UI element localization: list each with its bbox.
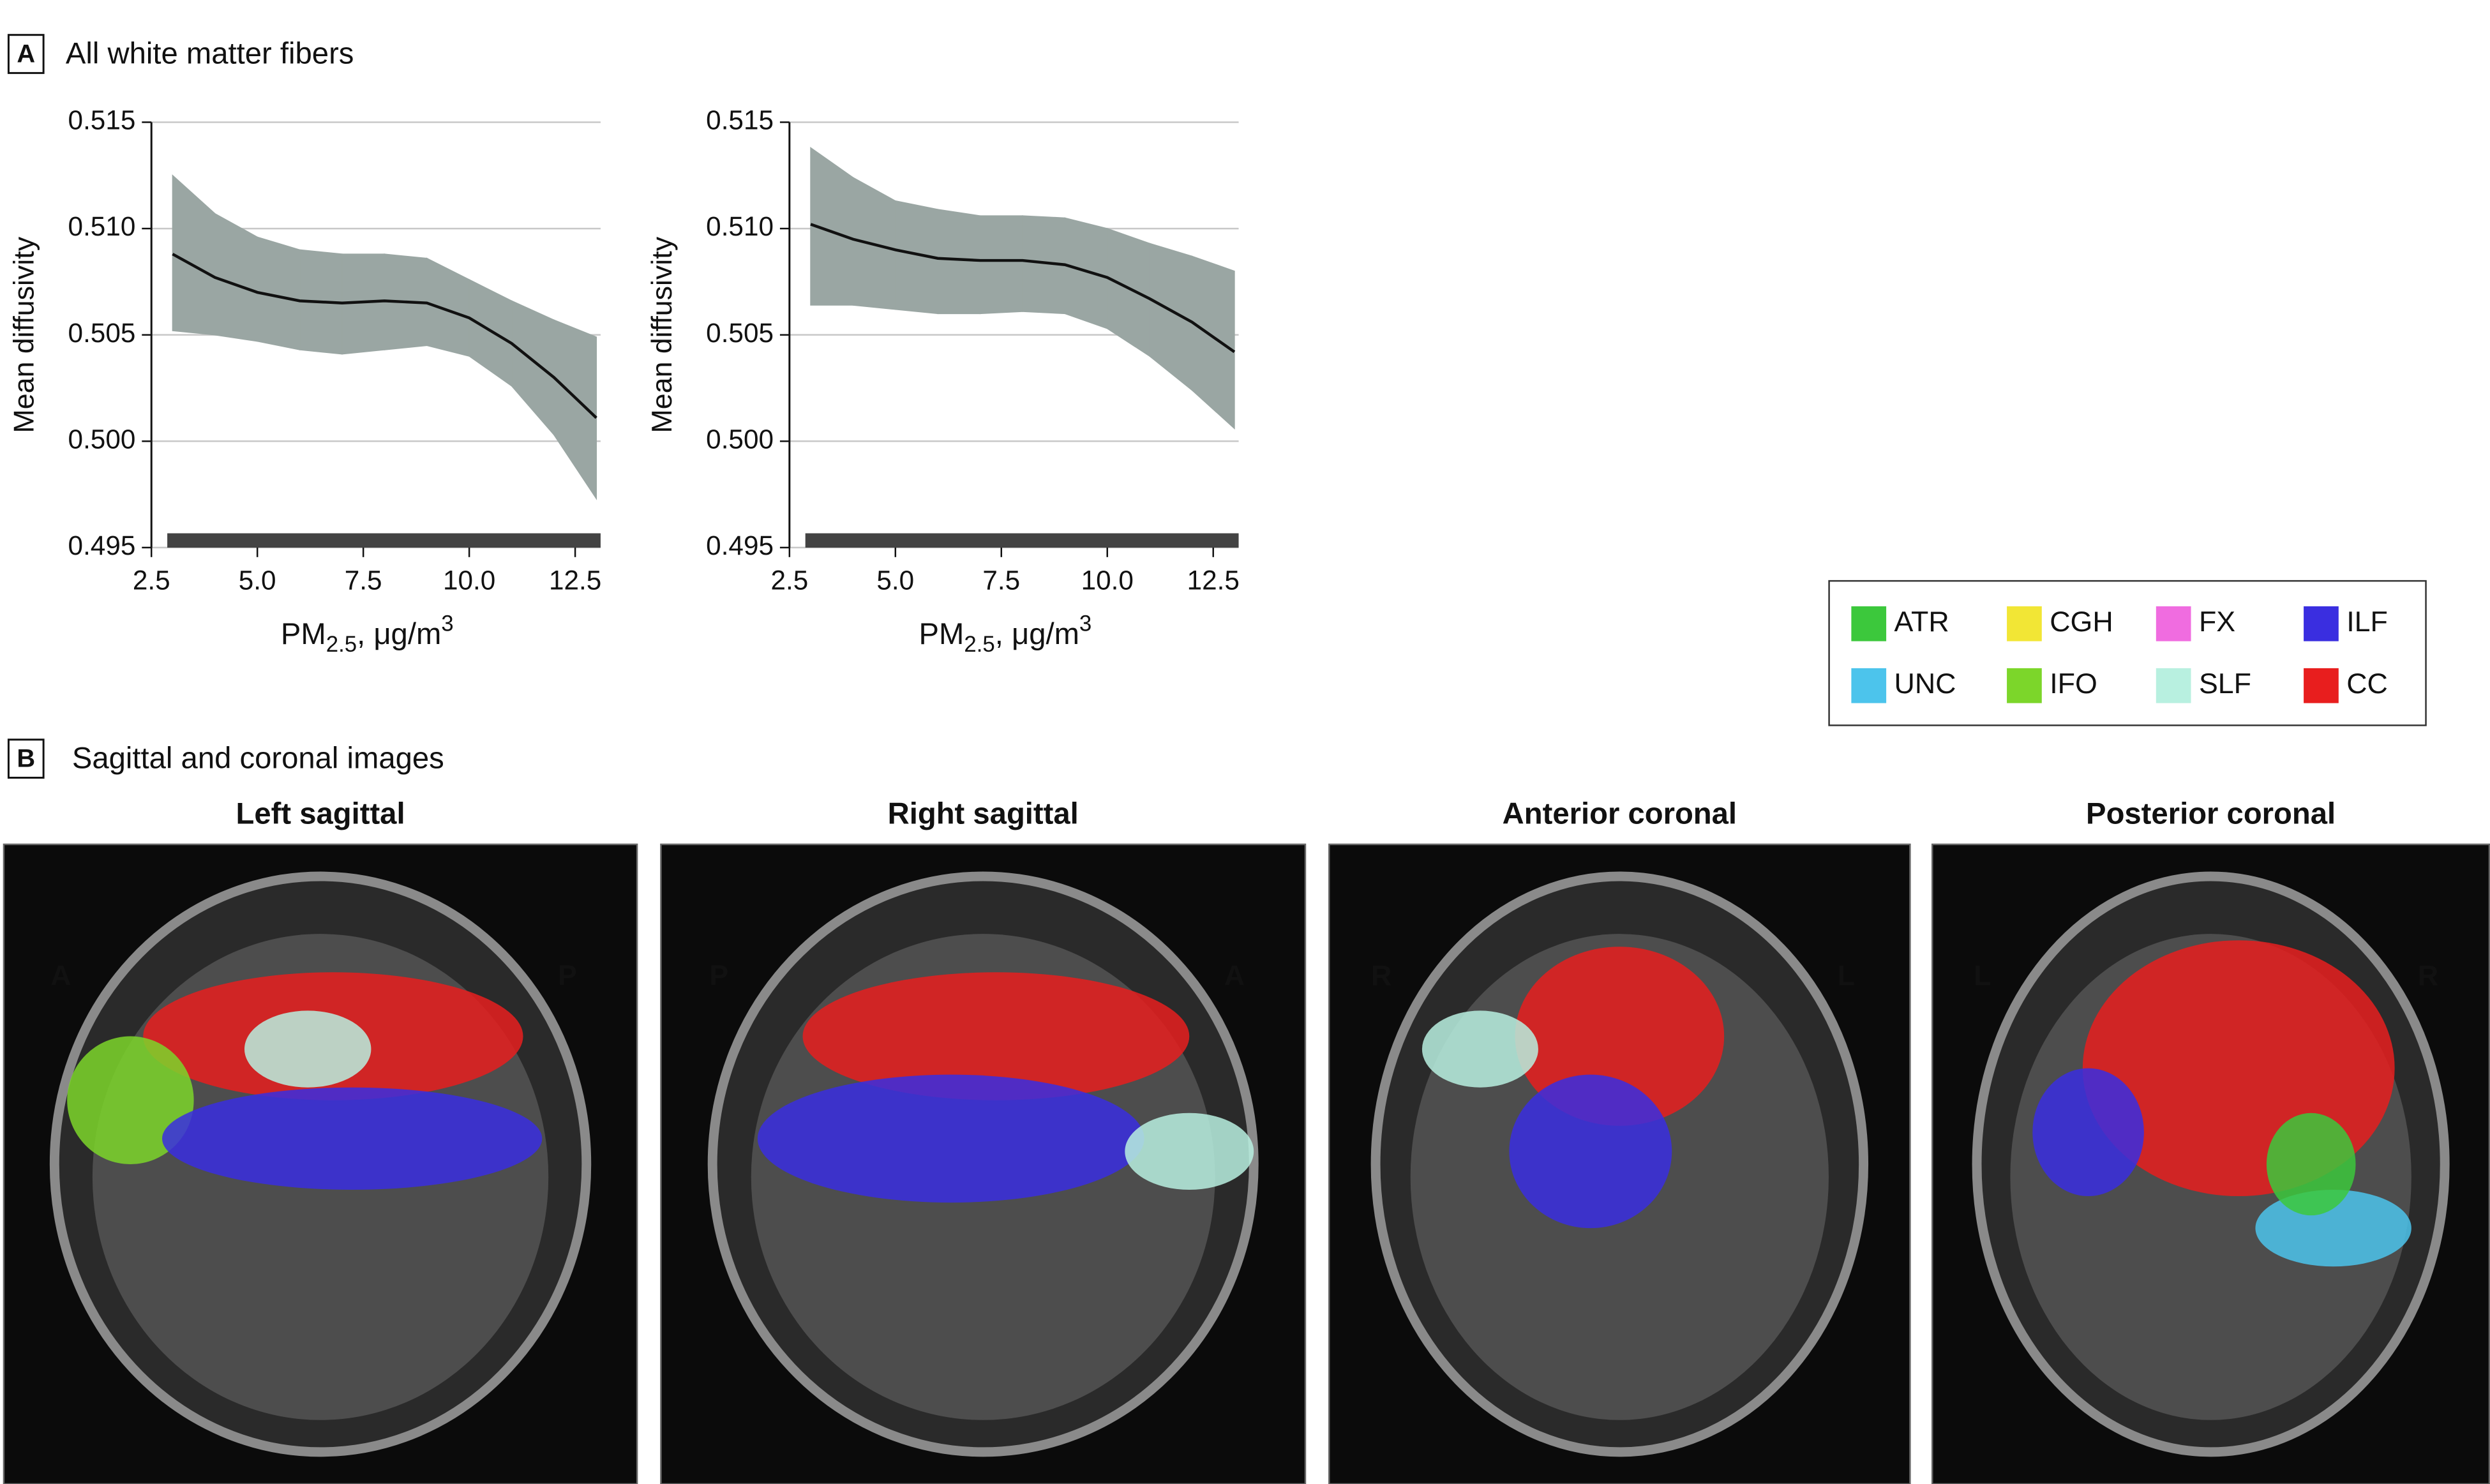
confidence-band xyxy=(1149,243,1193,391)
legend-swatch xyxy=(1851,606,1887,641)
fiber-tract xyxy=(244,1010,371,1088)
confidence-band xyxy=(469,278,513,387)
y-tick-label: 0.500 xyxy=(706,424,774,454)
orientation-label: A xyxy=(50,960,71,992)
panel-title: All white matter fibers xyxy=(66,37,354,71)
y-tick-label: 0.505 xyxy=(68,318,136,348)
x-tick-label: 5.0 xyxy=(876,566,914,596)
legend-box xyxy=(1828,580,2427,726)
legend-swatch xyxy=(2007,668,2042,703)
legend-label: IFO xyxy=(2050,668,2097,700)
x-tick-label: 7.5 xyxy=(982,566,1020,596)
panel-label-box xyxy=(7,738,45,779)
orientation-label: R xyxy=(1371,960,1391,992)
y-tick-label: 0.505 xyxy=(706,318,774,348)
orientation-label: P xyxy=(558,960,577,992)
legend-swatch xyxy=(2156,668,2191,703)
legend-label: SLF xyxy=(2199,668,2251,700)
x-tick-label: 2.5 xyxy=(133,566,170,596)
x-tick-label: 10.0 xyxy=(443,566,495,596)
confidence-band xyxy=(172,174,216,336)
orientation-label: L xyxy=(1974,960,1991,992)
image-title: Right sagittal xyxy=(888,797,1079,831)
orientation-label: R xyxy=(2418,960,2438,992)
fiber-tract xyxy=(1509,1074,1672,1229)
panel-title: Sagittal and coronal images xyxy=(72,742,444,776)
y-tick-label: 0.515 xyxy=(706,105,774,135)
y-axis-label: Mean diffusivity xyxy=(646,236,678,433)
rug xyxy=(167,533,601,548)
x-axis-label: PM2.5, μg/m3 xyxy=(919,611,1091,657)
legend-label: CGH xyxy=(2050,606,2113,638)
legend-swatch xyxy=(2304,668,2339,703)
x-tick-label: 12.5 xyxy=(549,566,601,596)
image-title: Anterior coronal xyxy=(1503,797,1737,831)
x-label-sup: 3 xyxy=(1079,611,1091,636)
mean-line xyxy=(810,223,1236,354)
image-title: Left sagittal xyxy=(236,797,405,831)
y-tick-label: 0.510 xyxy=(706,211,774,241)
legend-swatch xyxy=(1851,668,1887,703)
confidence-band xyxy=(553,319,597,500)
x-tick-label: 7.5 xyxy=(345,566,382,596)
rug xyxy=(805,533,1239,548)
fiber-tract xyxy=(1421,1010,1538,1088)
x-axis-label: PM2.5, μg/m3 xyxy=(281,611,454,657)
legend-swatch xyxy=(2304,606,2339,641)
y-tick-label: 0.500 xyxy=(68,424,136,454)
x-label-sup: 3 xyxy=(441,611,453,636)
fiber-tract xyxy=(1125,1113,1254,1190)
image-title: Posterior coronal xyxy=(2086,797,2336,831)
panel-label-box xyxy=(7,34,45,74)
mean-line xyxy=(172,253,597,419)
x-label-base: PM xyxy=(919,618,964,652)
x-label-sub: 2.5 xyxy=(964,632,994,657)
x-tick-label: 2.5 xyxy=(770,566,808,596)
legend-swatch xyxy=(2156,606,2191,641)
x-tick-label: 5.0 xyxy=(239,566,276,596)
y-tick-label: 0.495 xyxy=(68,530,136,560)
confidence-band xyxy=(1191,255,1235,430)
x-label-after: , μg/m xyxy=(357,618,441,652)
fiber-tract xyxy=(757,1074,1144,1203)
confidence-band xyxy=(426,257,470,357)
legend-label: ILF xyxy=(2346,606,2388,638)
fiber-tract xyxy=(161,1087,543,1190)
fiber-tract xyxy=(2266,1113,2356,1216)
legend-label: ATR xyxy=(1894,606,1949,638)
x-tick-label: 12.5 xyxy=(1187,566,1240,596)
legend-label: FX xyxy=(2199,606,2235,638)
confidence-band xyxy=(511,300,555,437)
fiber-tract xyxy=(67,1036,194,1164)
x-label-sub: 2.5 xyxy=(326,632,357,657)
confidence-band xyxy=(214,213,258,342)
y-tick-label: 0.495 xyxy=(706,530,774,560)
legend-swatch xyxy=(2007,606,2042,641)
confidence-band xyxy=(1107,228,1150,357)
y-axis-label: Mean diffusivity xyxy=(8,236,40,433)
panel-label: A xyxy=(17,40,35,68)
confidence-band xyxy=(979,215,1023,315)
x-label-after: , μg/m xyxy=(995,618,1079,652)
orientation-label: P xyxy=(709,960,728,992)
fiber-tract xyxy=(2032,1068,2144,1197)
legend-label: UNC xyxy=(1894,668,1956,700)
fiber-tract xyxy=(802,972,1190,1100)
orientation-label: L xyxy=(1838,960,1855,992)
y-tick-label: 0.515 xyxy=(68,105,136,135)
confidence-band xyxy=(1064,217,1108,329)
legend-label: CC xyxy=(2346,668,2388,700)
x-tick-label: 10.0 xyxy=(1081,566,1134,596)
x-label-base: PM xyxy=(281,618,326,652)
panel-label: B xyxy=(17,745,35,773)
y-tick-label: 0.510 xyxy=(68,211,136,241)
orientation-label: A xyxy=(1224,960,1245,992)
